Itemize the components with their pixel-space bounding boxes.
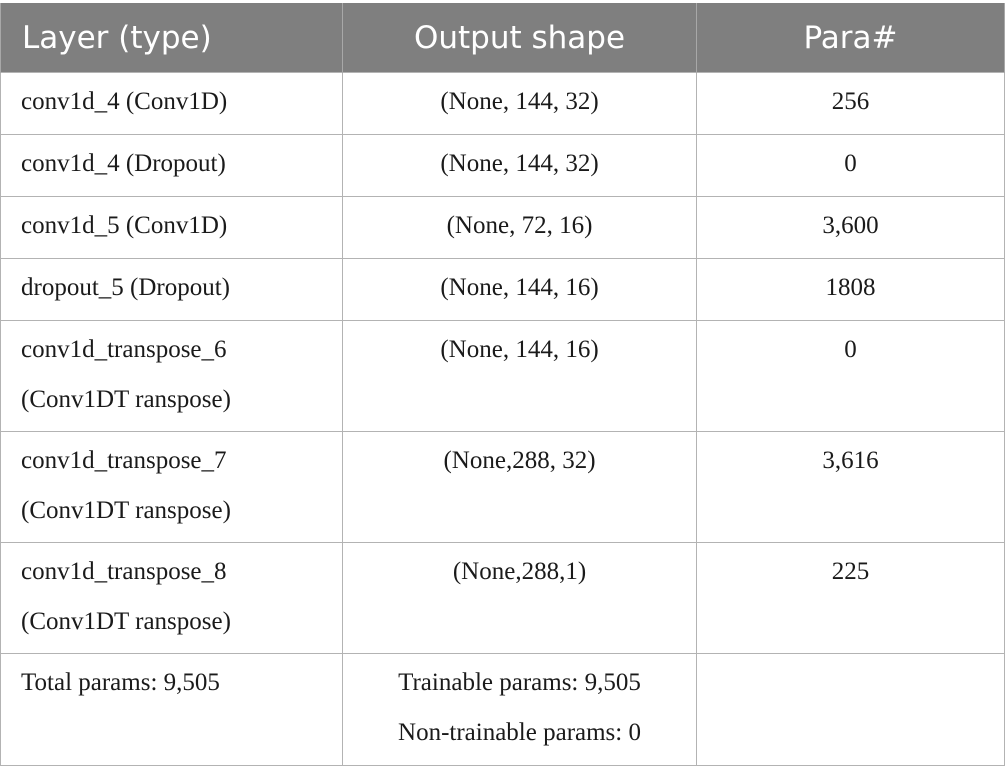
table-body: conv1d_4 (Conv1D) (None, 144, 32) 256 co… [0, 72, 1005, 766]
params-cell: 3,616 [696, 431, 1005, 543]
header-params: Para# [696, 3, 1005, 73]
table-row: conv1d_transpose_7 (Conv1DT ranspose) (N… [0, 431, 1005, 543]
output-shape: (None, 144, 32) [440, 88, 599, 115]
header-layer-type: Layer (type) [0, 3, 343, 73]
output-shape: (None, 144, 32) [440, 150, 599, 177]
table-header: Layer (type) Output shape Para# [0, 3, 1005, 73]
param-count: 0 [844, 150, 857, 177]
layer-cell: dropout_5 (Dropout) [0, 258, 343, 321]
params-cell: 1808 [696, 258, 1005, 321]
param-count: 3,616 [822, 447, 879, 474]
summary-param-count [697, 654, 1004, 658]
params-cell: 3,600 [696, 196, 1005, 259]
trainable-params-cell: Trainable params: 9,505 Non-trainable pa… [342, 653, 697, 766]
layer-cell: conv1d_transpose_6 (Conv1DT ranspose) [0, 320, 343, 432]
output-shape: (None, 144, 16) [440, 274, 599, 301]
params-cell: 256 [696, 72, 1005, 135]
layer-cell: conv1d_4 (Conv1D) [0, 72, 343, 135]
trainable-params: Trainable params: 9,505 [398, 669, 641, 696]
summary-params-cell [696, 653, 1005, 766]
layer-name: conv1d_5 (Conv1D) [21, 212, 228, 239]
layer-cell: conv1d_transpose_7 (Conv1DT ranspose) [0, 431, 343, 543]
table-row: conv1d_5 (Conv1D) (None, 72, 16) 3,600 [0, 196, 1005, 259]
output-shape: (None, 72, 16) [446, 212, 593, 239]
layer-name: dropout_5 (Dropout) [21, 274, 230, 301]
output-shape: (None, 144, 16) [440, 336, 599, 363]
shape-cell: (None,288,1) [342, 542, 697, 654]
layer-name: conv1d_4 (Conv1D) [21, 88, 228, 115]
param-count: 3,600 [822, 212, 879, 239]
layer-type: (Conv1DT ranspose) [21, 608, 231, 635]
layer-name: conv1d_transpose_6 [21, 336, 227, 363]
table-row: conv1d_transpose_6 (Conv1DT ranspose) (N… [0, 320, 1005, 432]
table-row: conv1d_4 (Conv1D) (None, 144, 32) 256 [0, 72, 1005, 135]
layer-type: (Conv1DT ranspose) [21, 497, 231, 524]
param-count: 0 [844, 336, 857, 363]
total-params: Total params: 9,505 [21, 669, 220, 696]
params-cell: 0 [696, 134, 1005, 197]
params-cell: 225 [696, 542, 1005, 654]
layer-name: conv1d_transpose_7 [21, 447, 227, 474]
header-row: Layer (type) Output shape Para# [0, 3, 1005, 73]
output-shape: (None,288,1) [452, 558, 587, 585]
param-count: 256 [831, 88, 870, 115]
shape-cell: (None, 144, 16) [342, 258, 697, 321]
shape-cell: (None, 144, 16) [342, 320, 697, 432]
param-count: 1808 [825, 274, 876, 301]
model-summary-table: Layer (type) Output shape Para# conv1d_4… [0, 3, 1005, 766]
layer-name: conv1d_transpose_8 [21, 558, 227, 585]
shape-cell: (None, 144, 32) [342, 134, 697, 197]
layer-cell: conv1d_4 (Dropout) [0, 134, 343, 197]
layer-cell: conv1d_transpose_8 (Conv1DT ranspose) [0, 542, 343, 654]
shape-cell: (None, 144, 32) [342, 72, 697, 135]
layer-name: conv1d_4 (Dropout) [21, 150, 226, 177]
layer-cell: conv1d_5 (Conv1D) [0, 196, 343, 259]
param-count: 225 [831, 558, 870, 585]
table-row: conv1d_4 (Dropout) (None, 144, 32) 0 [0, 134, 1005, 197]
output-shape: (None,288, 32) [443, 447, 596, 474]
layer-type: (Conv1DT ranspose) [21, 386, 231, 413]
params-cell: 0 [696, 320, 1005, 432]
total-params-cell: Total params: 9,505 [0, 653, 343, 766]
table-row: dropout_5 (Dropout) (None, 144, 16) 1808 [0, 258, 1005, 321]
shape-cell: (None,288, 32) [342, 431, 697, 543]
shape-cell: (None, 72, 16) [342, 196, 697, 259]
table-row: conv1d_transpose_8 (Conv1DT ranspose) (N… [0, 542, 1005, 654]
header-output-shape: Output shape [342, 3, 697, 73]
non-trainable-params: Non-trainable params: 0 [398, 719, 641, 746]
summary-row: Total params: 9,505 Trainable params: 9,… [0, 653, 1005, 766]
